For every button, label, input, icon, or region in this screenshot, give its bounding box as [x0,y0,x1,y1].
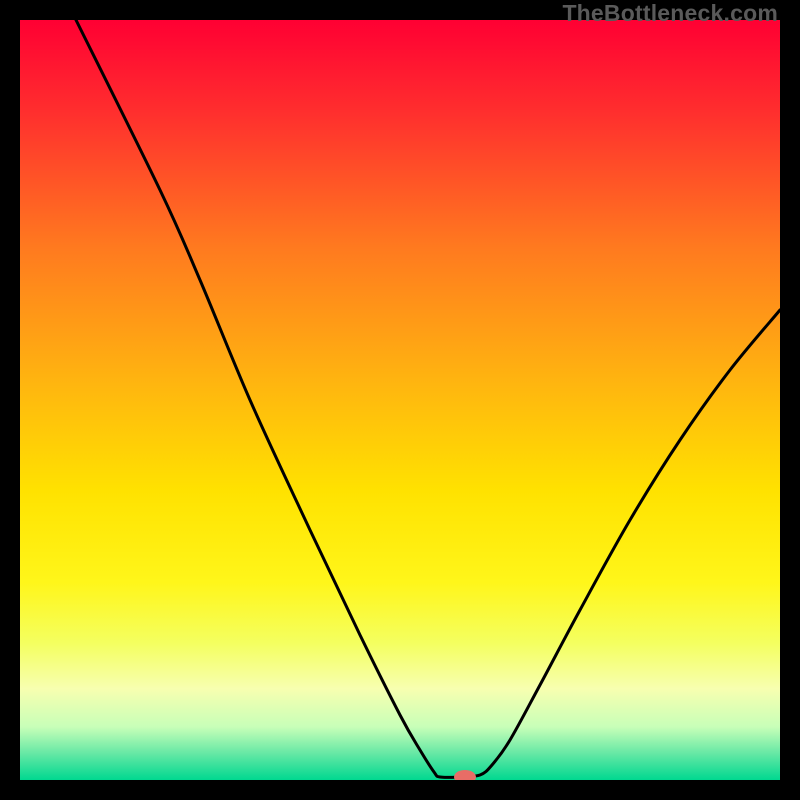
bottleneck-curve-chart [20,20,780,780]
chart-frame: TheBottleneck.com [0,0,800,800]
plot-area [20,20,780,780]
watermark-text: TheBottleneck.com [562,0,778,27]
